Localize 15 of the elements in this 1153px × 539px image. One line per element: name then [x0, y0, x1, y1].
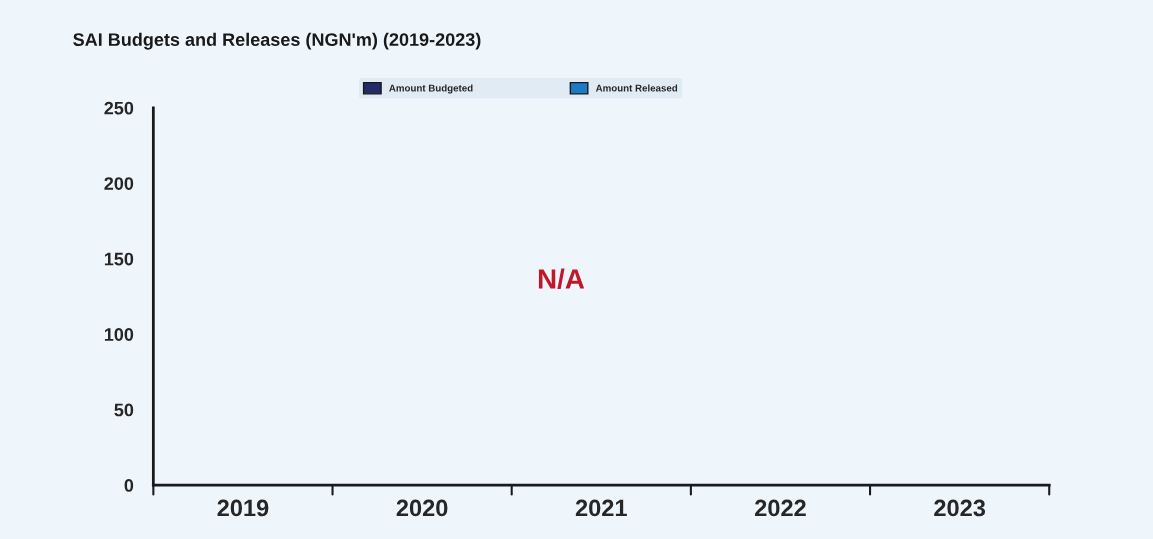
y-tick-label: 100: [104, 328, 134, 341]
y-tick-label: 250: [104, 101, 134, 115]
chart-title: SAI Budgets and Releases (NGN'm) (2019-2023): [73, 32, 481, 50]
y-tick-label: 0: [124, 479, 134, 492]
y-tick-label: 150: [104, 252, 134, 266]
annotation: N/A: [538, 268, 585, 290]
y-tick-label: 200: [104, 177, 134, 190]
x-tick-label: 2023: [934, 499, 986, 517]
legend-label: Amount Budgeted: [389, 84, 473, 94]
legend-label: Amount Released: [595, 84, 678, 92]
x-tick-label: 2022: [755, 499, 806, 517]
x-tick-label: 2019: [217, 499, 269, 517]
y-tick-label: 50: [114, 403, 134, 417]
x-tick-label: 2020: [396, 499, 448, 517]
x-tick-label: 2021: [575, 499, 627, 517]
